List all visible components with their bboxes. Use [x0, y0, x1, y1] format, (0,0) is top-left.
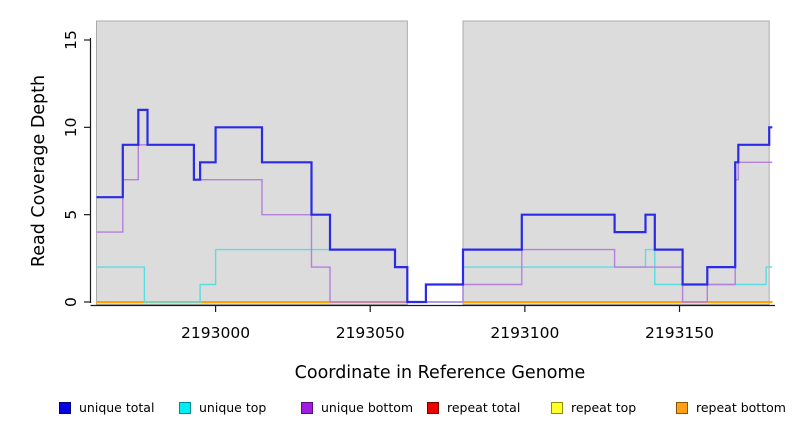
y-tick-label: 10 — [62, 117, 80, 137]
series-unique-total-line — [96, 108, 773, 304]
legend-item-repeat-top: repeat top — [551, 400, 637, 415]
legend-label: unique total — [79, 400, 155, 415]
read-coverage-chart: 0 5 10 15 2193000 2193050 2193100 2193150 Coord… — [29, 20, 775, 383]
x-axis-title: Coordinate in Reference Genome — [295, 363, 586, 383]
y-tick-label: 5 — [62, 210, 80, 220]
legend-item-repeat-bottom: repeat bottom — [676, 400, 786, 415]
legend-label: repeat top — [571, 400, 637, 415]
legend-item-unique-total: unique total — [59, 400, 155, 415]
x-tick-label: 2193000 — [181, 324, 250, 342]
shaded-band-0 — [96, 20, 408, 305]
x-tick-label: 2193150 — [645, 324, 714, 342]
shaded-band-1 — [462, 20, 770, 305]
legend-label: repeat total — [447, 400, 521, 415]
legend-swatch-repeat-bottom — [676, 402, 688, 414]
legend-swatch-repeat-total — [427, 402, 439, 414]
legend-swatch-unique-bottom — [301, 402, 313, 414]
axes-group: 0 5 10 15 2193000 2193050 2193100 2193150 — [62, 30, 775, 342]
legend-label: unique top — [199, 400, 267, 415]
legend-swatch-unique-top — [179, 402, 191, 414]
legend-label: unique bottom — [321, 400, 414, 415]
legend-swatch-repeat-top — [551, 402, 563, 414]
y-axis-title: Read Coverage Depth — [29, 75, 49, 267]
x-tick-label: 2193100 — [490, 324, 559, 342]
legend-item-unique-bottom: unique bottom — [301, 400, 414, 415]
legend-item-unique-top: unique top — [179, 400, 267, 415]
legend-label: repeat bottom — [696, 400, 786, 415]
legend-swatch-unique-total — [59, 402, 71, 414]
y-tick-label: 0 — [62, 297, 80, 307]
legend-item-repeat-total: repeat total — [427, 400, 521, 415]
x-tick-label: 2193050 — [336, 324, 405, 342]
shaded-region-group — [96, 20, 770, 305]
y-tick-label: 15 — [62, 30, 80, 50]
series-group — [96, 108, 773, 304]
